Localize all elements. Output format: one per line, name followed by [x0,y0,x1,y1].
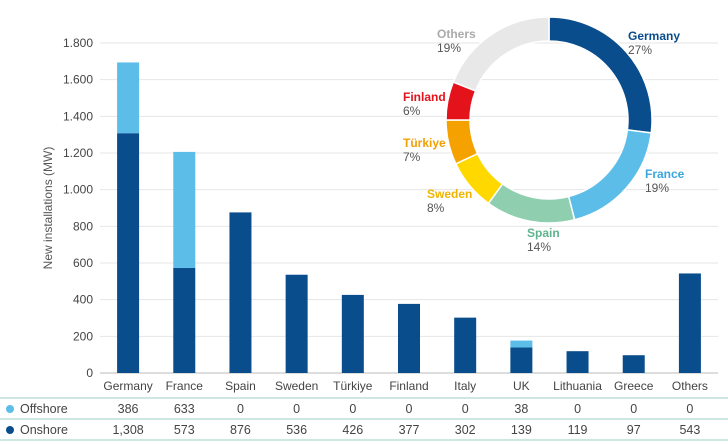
table-cell: 0 [686,402,693,416]
table-cell: 876 [230,423,251,437]
bar-onshore-uk [510,347,533,373]
table-cell: 0 [630,402,637,416]
bar-onshore-lithuania [566,351,589,373]
bar-onshore-france [173,267,196,373]
bars [117,62,701,373]
table-cell: 633 [174,402,195,416]
table-cell: 536 [286,423,307,437]
donut-label-sweden: Sweden [427,187,472,201]
y-tick-label: 200 [73,329,93,343]
bar-onshore-türkiye [341,294,364,373]
donut-pct-spain: 14% [527,240,551,254]
legend-label-onshore: Onshore [20,423,68,437]
donut-label-spain: Spain [527,226,560,240]
y-axis-ticks: 0 200 400 600 800 1.000 1.200 1.400 1.600 1.800 [63,36,93,380]
table-cell: 426 [342,423,363,437]
table-cell: 0 [574,402,581,416]
table-cell: 386 [118,402,139,416]
donut-label-france: France [645,167,685,181]
category-label: Türkiye [333,379,373,393]
donut-chart: Germany27%France19%Spain14%Sweden8%Türki… [403,16,685,254]
donut-label-germany: Germany [628,29,680,43]
category-label: Lithuania [553,379,602,393]
table-cell: 97 [627,423,641,437]
bar-onshore-greece [622,355,645,373]
category-label: Germany [103,379,152,393]
bar-offshore-germany [117,62,140,134]
donut-pct-türkiye: 7% [403,150,421,164]
table-cell: 0 [406,402,413,416]
y-tick-label: 1.800 [63,36,93,50]
table-cell: 0 [462,402,469,416]
table-cell: 0 [293,402,300,416]
bar-offshore-france [173,151,196,268]
data-table: Offshore 386 633 0 0 0 0 0 38 0 0 0 Onshore 1,308 573 8… [0,397,728,441]
y-tick-label: 400 [73,293,93,307]
donut-pct-sweden: 8% [427,201,445,215]
category-label: Finland [389,379,428,393]
table-cell: 119 [568,423,588,437]
table-cell: 0 [349,402,356,416]
category-label: UK [513,379,530,393]
bar-onshore-spain [229,212,252,373]
donut-label-türkiye: Türkiye [403,136,446,150]
donut-pct-others: 19% [437,41,461,55]
table-cell: 377 [399,423,420,437]
bar-offshore-uk [510,340,533,348]
category-label: Greece [614,379,654,393]
donut-slice-france [567,129,653,221]
table-cell: 302 [455,423,476,437]
y-tick-label: 1.000 [63,183,93,197]
y-tick-label: 800 [73,219,93,233]
table-cell: 573 [174,423,195,437]
y-tick-label: 0 [86,366,93,380]
donut-pct-france: 19% [645,181,669,195]
category-label: Spain [225,379,256,393]
donut-label-others: Others [437,27,476,41]
category-label: France [166,379,204,393]
legend-label-offshore: Offshore [20,402,68,416]
bar-onshore-sweden [285,274,308,373]
legend-marker-offshore [6,405,14,413]
bar-onshore-finland [398,303,420,373]
y-tick-label: 600 [73,256,93,270]
table-cell: 1,308 [112,423,143,437]
category-label: Others [672,379,708,393]
donut-pct-finland: 6% [403,104,421,118]
legend-marker-onshore [6,426,14,434]
category-label: Sweden [275,379,318,393]
table-cell: 0 [237,402,244,416]
bar-onshore-others [678,273,701,373]
table-cell: 543 [679,423,700,437]
category-label: Italy [454,379,476,393]
donut-label-finland: Finland [403,90,446,104]
bar-onshore-italy [454,317,477,373]
donut-slice-others [452,16,550,92]
y-tick-label: 1.600 [63,73,93,87]
table-cell: 139 [511,423,532,437]
donut-pct-germany: 27% [628,43,652,57]
category-labels: Germany France Spain Sweden Türkiye Finland It… [103,379,708,393]
y-axis-label: New installations (MW) [41,147,55,270]
y-tick-label: 1.400 [63,109,93,123]
y-tick-label: 1.200 [63,146,93,160]
bar-onshore-germany [117,133,140,373]
table-cell: 38 [514,402,528,416]
